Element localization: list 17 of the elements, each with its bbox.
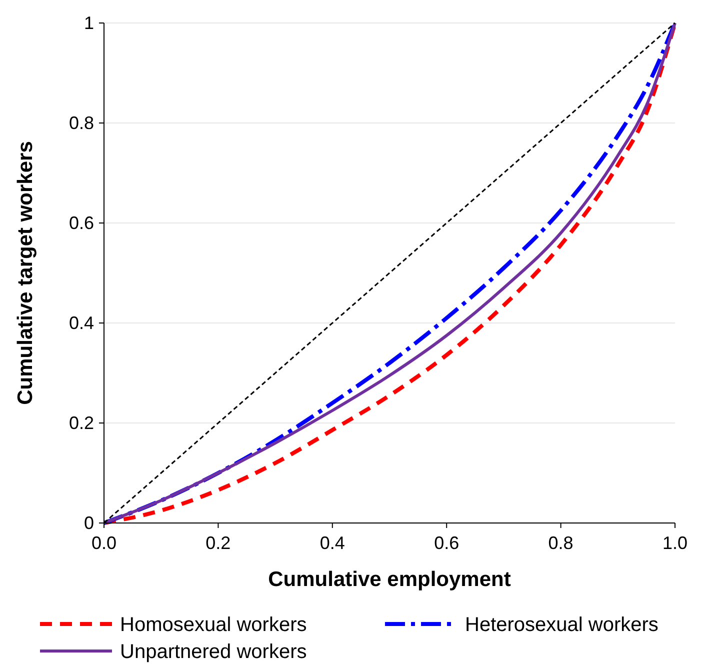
x-tick-label: 1.0 — [662, 533, 688, 553]
y-tick-label: 0.8 — [68, 113, 94, 133]
legend-label: Homosexual workers — [120, 614, 307, 636]
x-tick-label: 0.0 — [91, 533, 117, 553]
x-tick-label: 0.4 — [320, 533, 345, 553]
y-axis-title: Cumulative target workers — [14, 141, 37, 405]
x-tick-label: 0.8 — [548, 533, 574, 553]
y-tick-label: 1 — [84, 13, 94, 33]
x-tick-label: 0.2 — [206, 533, 231, 553]
y-tick-label: 0.2 — [68, 413, 94, 433]
x-tick-label: 0.6 — [434, 533, 460, 553]
x-axis-title: Cumulative employment — [268, 568, 511, 591]
legend-label: Heterosexual workers — [465, 614, 658, 636]
legend-label: Unpartnered workers — [120, 641, 307, 663]
y-tick-label: 0.4 — [68, 313, 94, 333]
y-tick-label: 0.6 — [68, 213, 94, 233]
y-tick-label: 0 — [84, 513, 94, 533]
